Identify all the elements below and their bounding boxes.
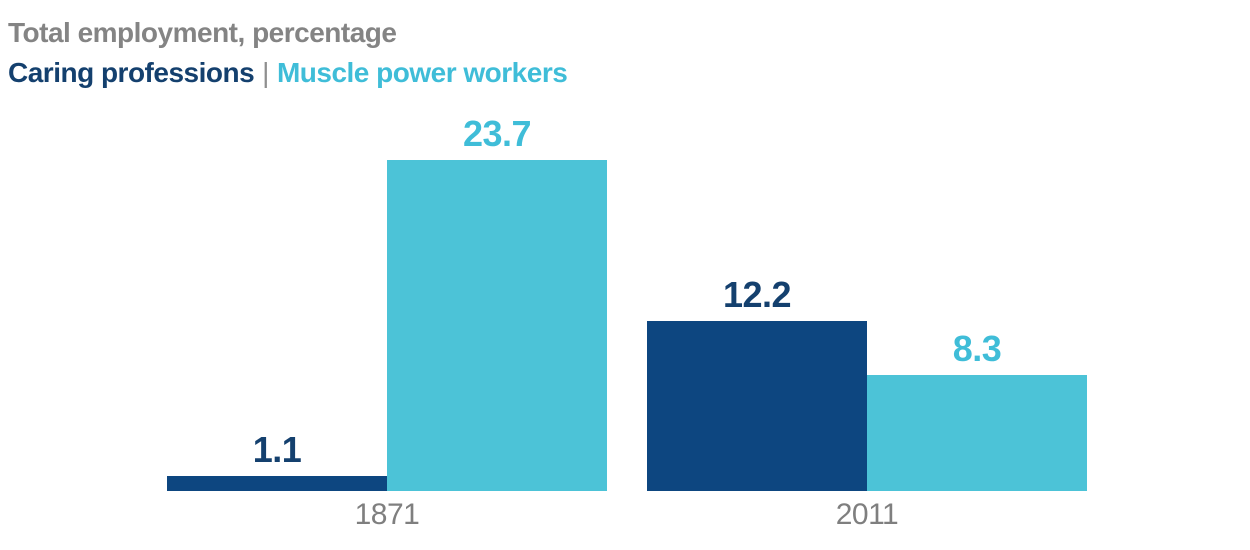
legend-separator: | [262, 57, 269, 88]
bar-muscle-power-workers-2011 [867, 375, 1087, 491]
chart-legend: Caring professions | Muscle power workers [8, 54, 568, 92]
value-label-muscle-power-workers-2011: 8.3 [952, 328, 1002, 369]
value-label-caring-professions-1871: 1.1 [252, 429, 302, 470]
bar-caring-professions-2011 [647, 321, 867, 491]
legend-series2: Muscle power workers [276, 57, 568, 88]
axis-label-2011: 2011 [835, 498, 899, 531]
axis-label-1871: 1871 [354, 498, 420, 531]
bar-caring-professions-1871 [167, 476, 387, 491]
legend-series1: Caring professions [8, 57, 255, 88]
value-label-muscle-power-workers-1871: 23.7 [462, 113, 532, 154]
bar-muscle-power-workers-1871 [387, 160, 607, 491]
value-label-caring-professions-2011: 12.2 [722, 274, 792, 315]
chart-title: Total employment, percentage [8, 17, 397, 48]
